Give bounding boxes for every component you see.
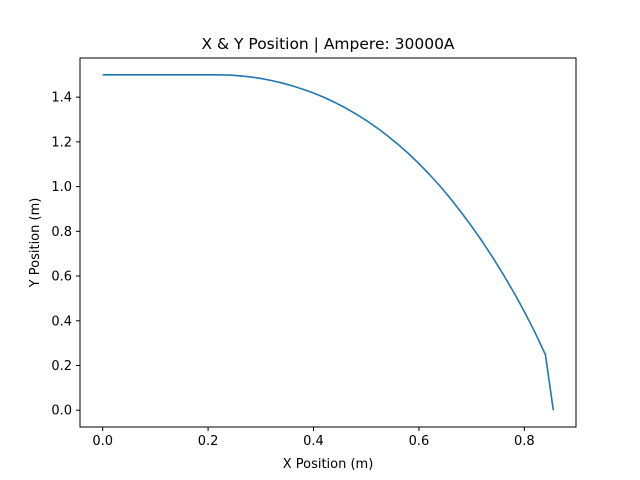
y-tick-label: 1.2 xyxy=(51,135,72,150)
axes-frame xyxy=(79,57,577,428)
chart-title: X & Y Position | Ampere: 30000A xyxy=(201,35,454,53)
series-line xyxy=(102,73,555,411)
x-tick-label: 0.0 xyxy=(92,434,113,449)
x-tick-label: 0.2 xyxy=(198,434,219,449)
y-tick-label: 0.6 xyxy=(51,270,72,285)
x-tick-label: 0.4 xyxy=(303,434,324,449)
y-tick-label: 0.8 xyxy=(51,225,72,240)
y-tick-label: 0.2 xyxy=(51,359,72,374)
x-axis-label: X Position (m) xyxy=(283,457,374,472)
y-tick-label: 0.4 xyxy=(51,314,72,329)
y-tick-label: 0.0 xyxy=(51,404,72,419)
y-axis-ticks: 0.0 0.2 0.4 0.6 0.8 1.0 1.2 1.4 xyxy=(51,91,80,419)
y-axis-label: Y Position (m) xyxy=(28,198,43,289)
x-tick-label: 0.8 xyxy=(514,434,535,449)
y-tick-label: 1.4 xyxy=(51,91,72,106)
plot-area xyxy=(102,73,555,411)
x-axis-ticks: 0.0 0.2 0.4 0.6 0.8 xyxy=(92,427,535,449)
y-tick-label: 1.0 xyxy=(51,180,72,195)
x-tick-label: 0.6 xyxy=(409,434,430,449)
